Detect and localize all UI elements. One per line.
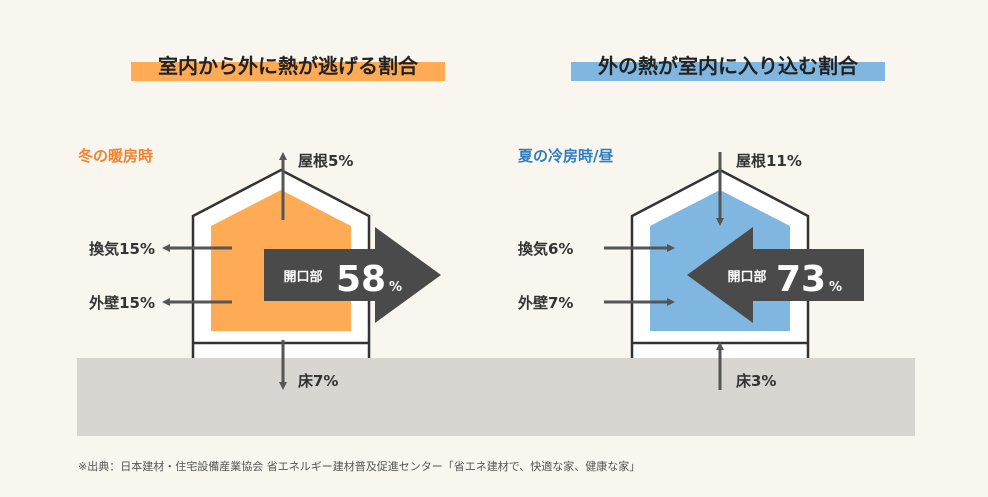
- summer-opening-unit: %: [829, 280, 842, 295]
- winter-floor-label: 床7%: [298, 372, 338, 390]
- winter-wall-label: 外壁15%: [88, 294, 155, 312]
- summer-roof-label: 屋根11%: [736, 152, 802, 170]
- winter-opening-unit: %: [389, 280, 402, 295]
- summer-ventilation-label: 換気6%: [518, 240, 573, 258]
- winter-season-label: 冬の暖房時: [78, 147, 153, 165]
- summer-opening-arrow: [687, 227, 864, 323]
- ground: [77, 358, 915, 436]
- winter-opening-label: 開口部: [283, 269, 322, 285]
- winter-ventilation-label: 換気15%: [89, 240, 155, 258]
- summer-wall-label: 外壁7%: [517, 294, 573, 312]
- right-title: 外の熱が室内に入り込む割合: [598, 54, 859, 78]
- source-note: ※出典：日本建材・住宅設備産業協会 省エネルギー建材普及促進センター「省エネ建材…: [78, 460, 641, 473]
- summer-season-label: 夏の冷房時/昼: [517, 147, 613, 165]
- winter-opening-value: 58: [336, 259, 386, 300]
- winter-roof-label: 屋根5%: [298, 152, 353, 170]
- winter-opening-arrow: [264, 227, 441, 323]
- summer-floor-label: 床3%: [736, 372, 776, 390]
- summer-opening-value: 73: [776, 259, 826, 300]
- left-title: 室内から外に熱が逃げる割合: [158, 54, 419, 78]
- summer-opening-label: 開口部: [727, 269, 766, 285]
- right-title-highlight: [571, 62, 885, 81]
- left-title-highlight: [131, 62, 445, 81]
